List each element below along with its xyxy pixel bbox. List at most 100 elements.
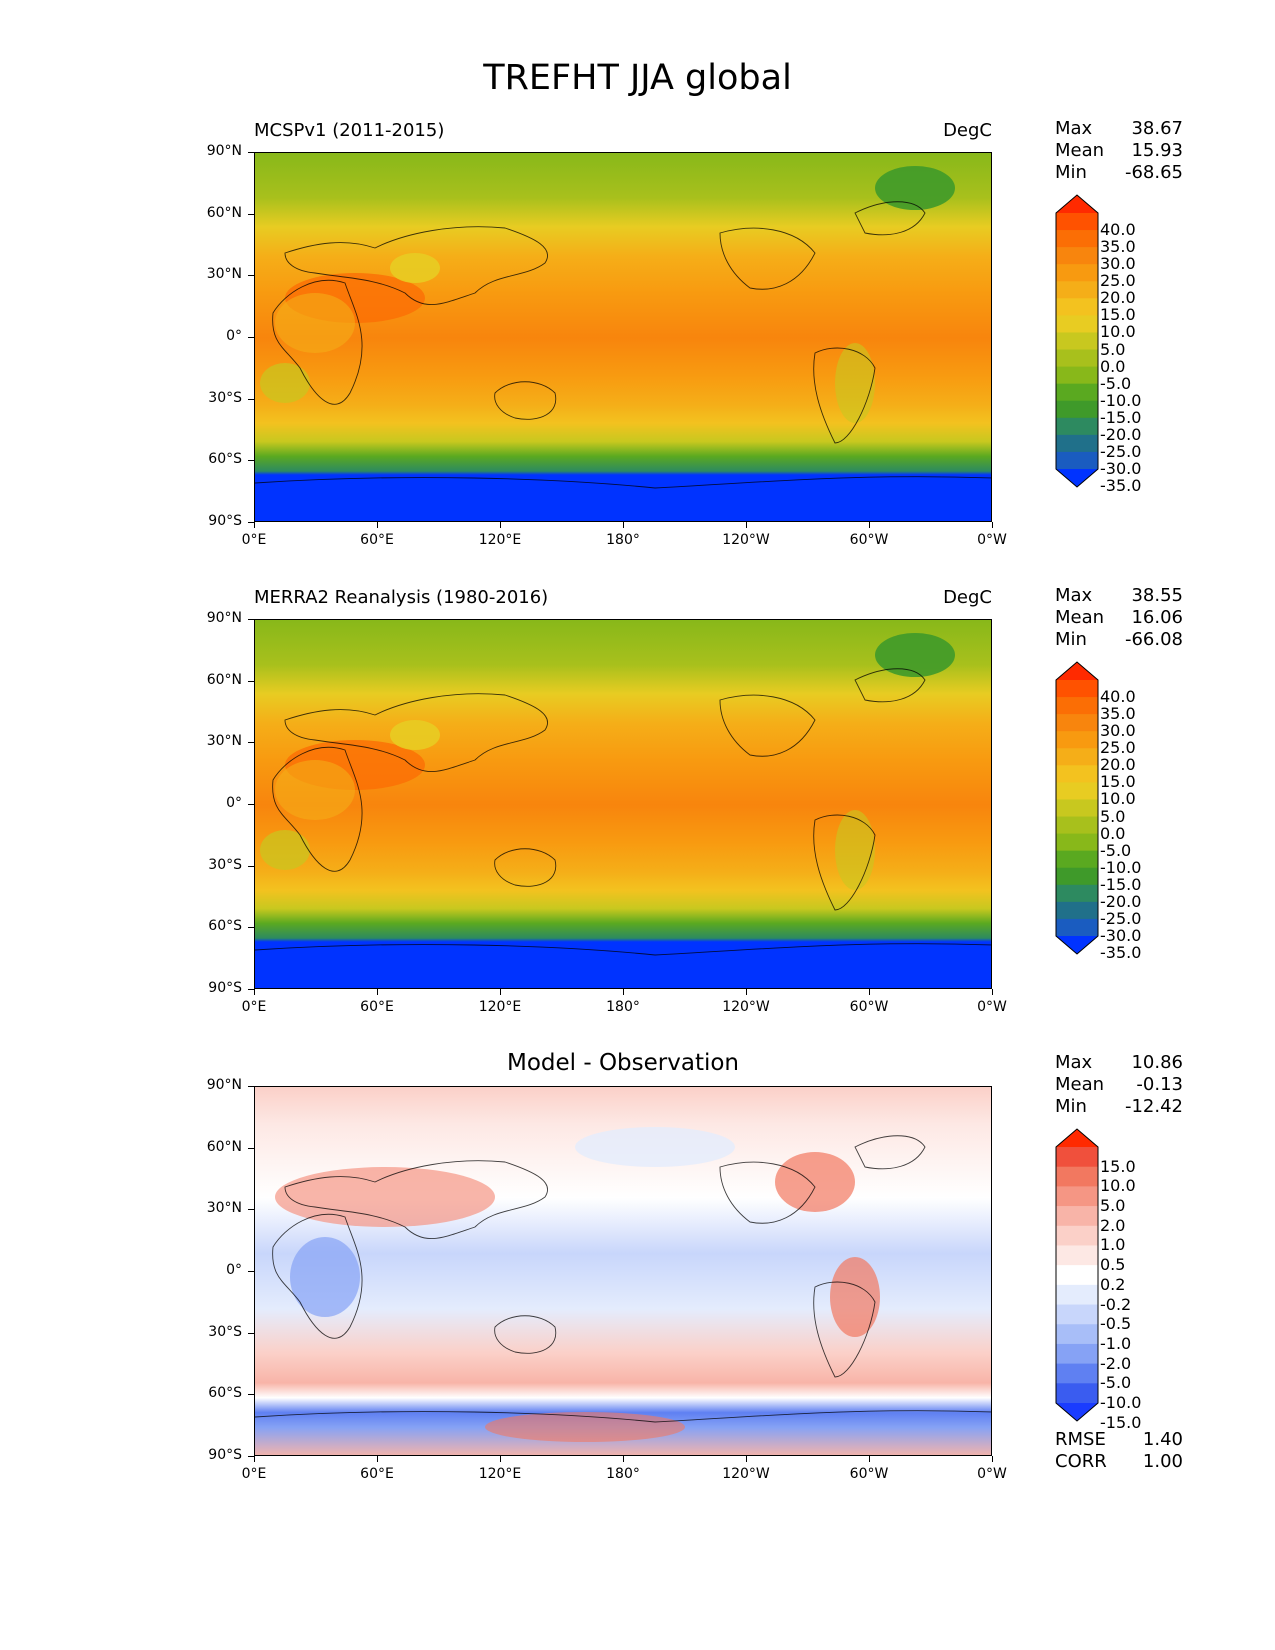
colorbar-segment bbox=[1056, 400, 1098, 419]
lat-tick bbox=[248, 337, 254, 338]
lon-tick-label: 60°W bbox=[849, 1466, 889, 1482]
colorbar-tick-label: -15.0 bbox=[1100, 874, 1142, 894]
map-field bbox=[254, 1086, 992, 1456]
colorbar-segment bbox=[1056, 1383, 1098, 1404]
lat-tick-label: 60°N bbox=[206, 1138, 242, 1155]
temperature-field bbox=[255, 153, 991, 521]
colorbar-segment bbox=[1056, 1284, 1098, 1306]
colorbar-tick-label: -5.0 bbox=[1100, 1373, 1132, 1393]
colorbar-tick-label: 10.0 bbox=[1100, 789, 1136, 809]
colorbar-segment bbox=[1056, 1363, 1098, 1384]
lon-tick bbox=[869, 522, 870, 528]
colorbar-extend-min bbox=[1056, 1403, 1098, 1421]
stat-mean: -0.13 bbox=[1136, 1074, 1183, 1095]
colorbar-segment bbox=[1056, 748, 1098, 766]
stats-box: Max 38.67 Mean 15.93 Min -68.65 bbox=[1055, 118, 1183, 184]
colorbar-segment bbox=[1056, 901, 1098, 920]
lon-tick bbox=[992, 522, 993, 528]
lat-tick bbox=[248, 927, 254, 929]
colorbar-tick-label: 15.0 bbox=[1100, 305, 1136, 325]
colorbar-tick-label: 2.0 bbox=[1100, 1215, 1126, 1235]
panel-title: Model - Observation bbox=[506, 1050, 740, 1076]
stat-min-label: Min bbox=[1055, 162, 1087, 183]
colorbar-segment bbox=[1056, 366, 1098, 385]
colorbar-tick-label: 10.0 bbox=[1100, 1176, 1136, 1196]
lat-tick-label: 60°S bbox=[208, 918, 242, 935]
colorbar-segment bbox=[1056, 383, 1098, 402]
colorbar-segment bbox=[1056, 782, 1098, 800]
units-label: DegC bbox=[943, 587, 992, 608]
colorbar-segment bbox=[1056, 451, 1098, 470]
colorbar-tick-label: 5.0 bbox=[1100, 1196, 1126, 1216]
rmse-value: 1.40 bbox=[1142, 1429, 1183, 1450]
colorbar-bar bbox=[1055, 194, 1099, 488]
colorbar-segment bbox=[1056, 884, 1098, 903]
lon-tick bbox=[500, 1456, 501, 1462]
colorbar-extend-min bbox=[1056, 936, 1098, 954]
colorbar-tick-label: 5.0 bbox=[1100, 339, 1126, 359]
colorbar-segment bbox=[1056, 1206, 1098, 1227]
lon-tick-label: 120°E bbox=[478, 999, 522, 1015]
colorbar-tick-label: -20.0 bbox=[1100, 424, 1142, 444]
colorbar-segment bbox=[1056, 816, 1098, 835]
colorbar-tick-label: 0.5 bbox=[1100, 1255, 1126, 1275]
colorbar-segment bbox=[1056, 1324, 1098, 1345]
lon-tick bbox=[254, 989, 255, 995]
stat-min-label: Min bbox=[1055, 1096, 1087, 1117]
panel-title: MCSPv1 (2011-2015) bbox=[254, 120, 445, 141]
stats-box: Max 38.55 Mean 16.06 Min -66.08 bbox=[1055, 585, 1183, 651]
stat-mean: 15.93 bbox=[1131, 140, 1183, 161]
lat-tick-label: 90°S bbox=[208, 513, 242, 529]
stat-min: -12.42 bbox=[1124, 1096, 1183, 1117]
colorbar-segment bbox=[1056, 1304, 1098, 1325]
lat-tick bbox=[248, 1086, 254, 1087]
colorbar-segment bbox=[1056, 867, 1098, 886]
stat-min: -66.08 bbox=[1124, 629, 1183, 650]
panel-observation: MERRA2 Reanalysis (1980-2016) DegC Max 38… bbox=[0, 585, 1275, 1047]
lat-tick-label: 60°N bbox=[206, 204, 242, 221]
lon-tick bbox=[746, 1456, 747, 1462]
lon-tick bbox=[746, 522, 747, 528]
stat-max: 38.67 bbox=[1131, 118, 1183, 139]
corr-label: CORR bbox=[1055, 1451, 1107, 1472]
colorbar-segment bbox=[1056, 765, 1098, 783]
colorbar-segment bbox=[1056, 799, 1098, 818]
stat-mean: 16.06 bbox=[1131, 607, 1183, 628]
lat-tick-label: 30°S bbox=[208, 1323, 242, 1340]
lat-tick bbox=[248, 522, 254, 523]
lat-tick-label: 90°S bbox=[208, 1447, 242, 1463]
colorbar-tick-label: 40.0 bbox=[1100, 220, 1136, 240]
stats-box: Max 10.86 Mean -0.13 Min -12.42 bbox=[1055, 1052, 1183, 1118]
colorbar-segment bbox=[1056, 247, 1098, 265]
lon-tick-label: 120°W bbox=[722, 999, 770, 1015]
lat-tick bbox=[248, 680, 254, 682]
lon-tick bbox=[869, 989, 870, 995]
colorbar-segment bbox=[1056, 1186, 1098, 1207]
colorbar-tick-label: 5.0 bbox=[1100, 806, 1126, 826]
lon-tick bbox=[623, 522, 624, 528]
lon-tick-label: 120°W bbox=[722, 1466, 770, 1482]
lon-tick bbox=[623, 1456, 624, 1462]
colorbar-segment bbox=[1056, 434, 1098, 453]
lat-tick bbox=[248, 1209, 254, 1211]
colorbar-segment bbox=[1056, 264, 1098, 282]
panel-difference: Model - Observation Max 10.86 Mean -0.13 M… bbox=[0, 1050, 1275, 1514]
lat-tick-label: 30°S bbox=[208, 389, 242, 406]
lat-tick-label: 0° bbox=[226, 1262, 242, 1278]
colorbar-tick-label: -5.0 bbox=[1100, 840, 1132, 860]
colorbar-tick-label: -0.5 bbox=[1100, 1314, 1132, 1334]
colorbar-tick-label: -0.2 bbox=[1100, 1294, 1132, 1314]
colorbar-segment bbox=[1056, 213, 1098, 231]
colorbar-tick-label: -25.0 bbox=[1100, 908, 1142, 928]
error-stats-box: RMSE 1.40 CORR 1.00 bbox=[1055, 1429, 1183, 1473]
lat-tick bbox=[248, 275, 254, 277]
colorbar-tick-label: -25.0 bbox=[1100, 441, 1142, 461]
colorbar-bar bbox=[1055, 661, 1099, 955]
lon-tick bbox=[623, 989, 624, 995]
colorbar-segment bbox=[1056, 850, 1098, 869]
colorbar-segment bbox=[1056, 315, 1098, 333]
stat-max: 10.86 bbox=[1131, 1052, 1183, 1073]
lon-tick-label: 0°W bbox=[977, 999, 1007, 1015]
colorbar-segment bbox=[1056, 833, 1098, 852]
colorbar-segment bbox=[1056, 298, 1098, 316]
